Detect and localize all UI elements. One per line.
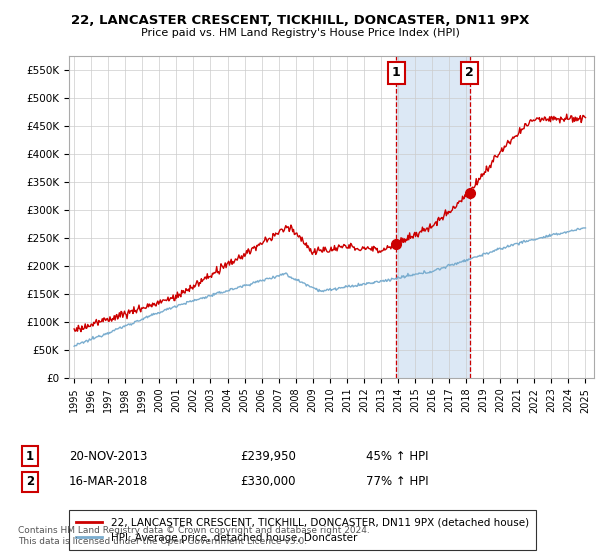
Text: 1: 1 xyxy=(26,450,34,463)
Text: 2: 2 xyxy=(466,66,474,80)
Legend: 22, LANCASTER CRESCENT, TICKHILL, DONCASTER, DN11 9PX (detached house), HPI: Ave: 22, LANCASTER CRESCENT, TICKHILL, DONCAS… xyxy=(69,511,536,550)
Text: 77% ↑ HPI: 77% ↑ HPI xyxy=(366,475,428,488)
Text: 16-MAR-2018: 16-MAR-2018 xyxy=(69,475,148,488)
Text: 22, LANCASTER CRESCENT, TICKHILL, DONCASTER, DN11 9PX: 22, LANCASTER CRESCENT, TICKHILL, DONCAS… xyxy=(71,14,529,27)
Text: Contains HM Land Registry data © Crown copyright and database right 2024.
This d: Contains HM Land Registry data © Crown c… xyxy=(18,526,370,546)
Text: 1: 1 xyxy=(392,66,401,80)
Text: 2: 2 xyxy=(26,475,34,488)
Text: £239,950: £239,950 xyxy=(240,450,296,463)
Text: 20-NOV-2013: 20-NOV-2013 xyxy=(69,450,148,463)
Text: £330,000: £330,000 xyxy=(240,475,296,488)
Bar xyxy=(396,56,470,378)
Text: 45% ↑ HPI: 45% ↑ HPI xyxy=(366,450,428,463)
Text: Price paid vs. HM Land Registry's House Price Index (HPI): Price paid vs. HM Land Registry's House … xyxy=(140,28,460,38)
